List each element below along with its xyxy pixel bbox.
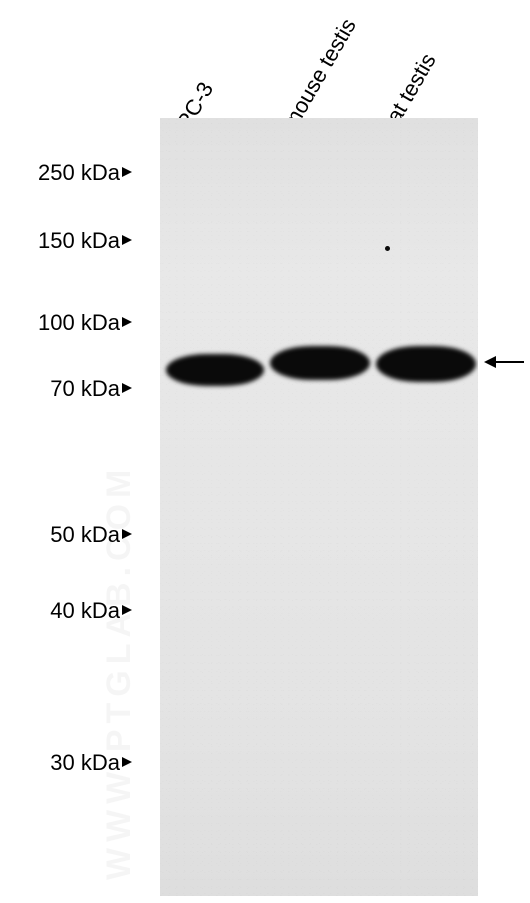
mw-arrow-icon: [122, 529, 132, 539]
western-blot-membrane: [160, 118, 478, 896]
mw-label-70: 70 kDa: [30, 376, 120, 402]
lane-label-2: mouse testis: [277, 14, 361, 134]
figure-container: PC-3 mouse testis rat testis 250 kDa 150…: [0, 0, 530, 903]
mw-arrow-icon: [122, 317, 132, 327]
blot-noise: [160, 118, 478, 896]
band-lane-1: [166, 354, 264, 386]
mw-label-250: 250 kDa: [30, 160, 120, 186]
band-lane-2: [270, 346, 370, 380]
target-band-arrow-icon: [484, 356, 496, 368]
mw-arrow-icon: [122, 383, 132, 393]
mw-label-150: 150 kDa: [30, 228, 120, 254]
band-lane-3: [376, 346, 476, 382]
mw-arrow-icon: [122, 757, 132, 767]
mw-label-40: 40 kDa: [30, 598, 120, 624]
artifact-speck: [385, 246, 390, 251]
mw-label-30: 30 kDa: [30, 750, 120, 776]
mw-arrow-icon: [122, 235, 132, 245]
target-band-arrow-line: [496, 361, 524, 363]
mw-label-100: 100 kDa: [30, 310, 120, 336]
mw-arrow-icon: [122, 605, 132, 615]
mw-label-50: 50 kDa: [30, 522, 120, 548]
mw-arrow-icon: [122, 167, 132, 177]
